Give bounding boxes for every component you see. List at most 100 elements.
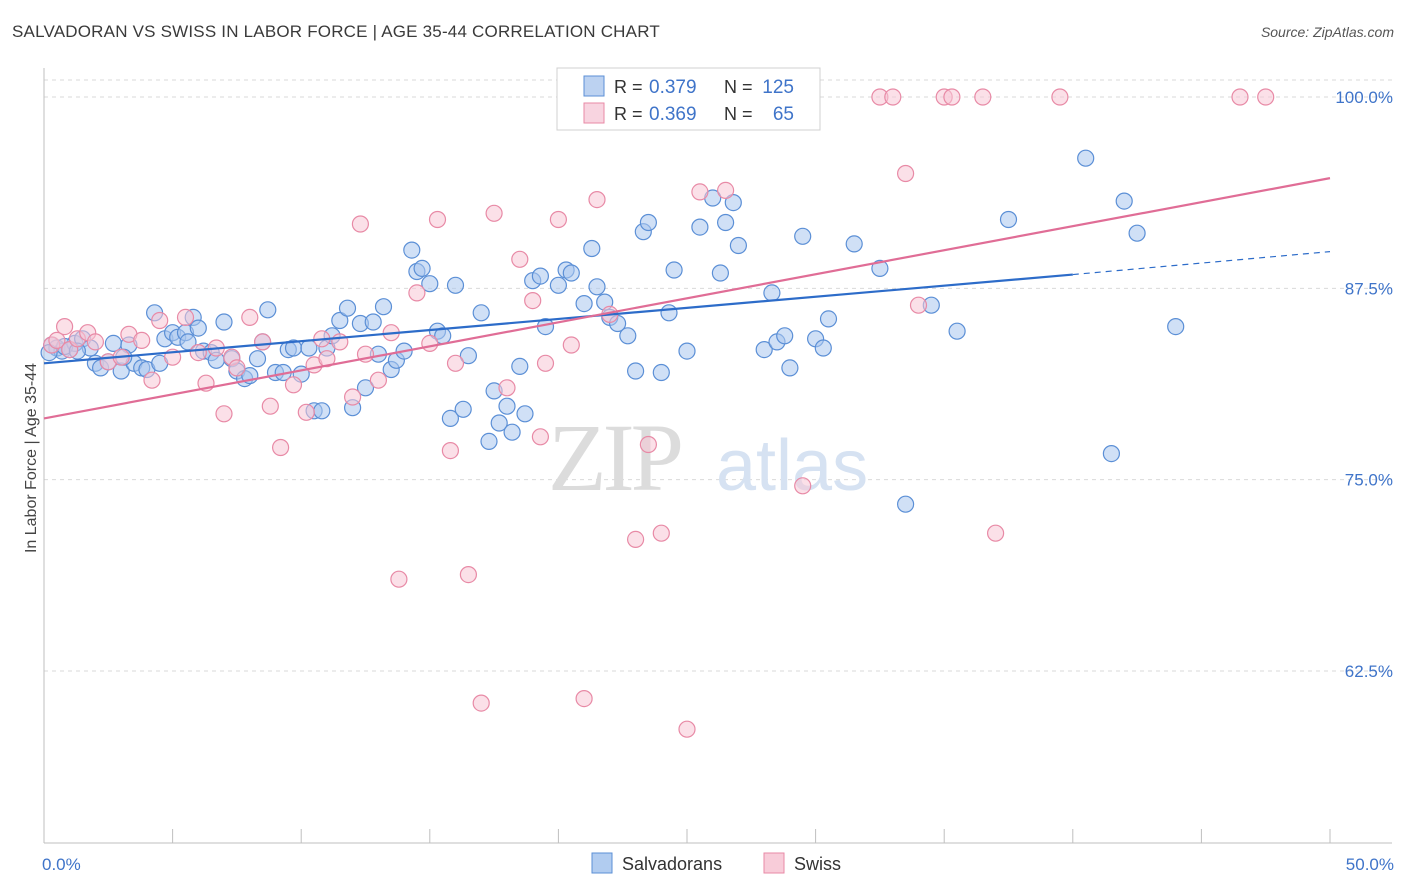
- series-legend-label-0: Salvadorans: [622, 854, 722, 874]
- point-1-20: [228, 359, 246, 377]
- point-1-58: [678, 720, 696, 738]
- point-1-60: [716, 181, 735, 199]
- point-2-5: [1051, 88, 1069, 106]
- point-0-32: [248, 350, 267, 368]
- point-1-55: [626, 530, 645, 549]
- point-0-70: [498, 397, 516, 415]
- point-0-62: [441, 409, 459, 427]
- point-0-108: [819, 310, 838, 328]
- point-0-104: [781, 359, 799, 377]
- point-0-27: [215, 313, 233, 331]
- point-1-51: [562, 336, 580, 354]
- point-2-6: [1231, 88, 1249, 106]
- point-1-34: [369, 371, 387, 389]
- legend-n-label-1: N =: [724, 104, 753, 124]
- point-2-4: [974, 88, 992, 106]
- point-2-7: [1257, 88, 1275, 106]
- point-1-46: [511, 250, 529, 268]
- point-0-79: [562, 264, 580, 282]
- point-1-57: [652, 524, 670, 542]
- legend-n-value-1: 65: [773, 104, 794, 125]
- point-0-100: [755, 341, 773, 359]
- point-0-91: [660, 304, 678, 322]
- axes: [43, 68, 1392, 844]
- point-1-15: [189, 344, 207, 362]
- point-0-119: [1167, 318, 1185, 336]
- watermark-atlas: atlas: [716, 426, 868, 506]
- point-0-113: [948, 322, 966, 340]
- point-1-11: [143, 371, 161, 389]
- point-1-29: [318, 350, 336, 368]
- point-0-34: [259, 301, 277, 319]
- point-1-62: [896, 164, 915, 183]
- y-tick-labels: 62.5% 75.0% 87.5% 100.0%: [1335, 88, 1393, 681]
- point-1-44: [485, 204, 503, 222]
- trend-lines: [43, 177, 1331, 420]
- point-1-31: [344, 388, 362, 406]
- point-0-101: [763, 284, 781, 302]
- point-1-41: [446, 354, 465, 372]
- y-tick-label-3: 100.0%: [1335, 88, 1393, 107]
- point-0-118: [1128, 224, 1146, 242]
- point-1-53: [588, 191, 606, 209]
- point-0-72: [511, 357, 529, 375]
- legend-r-label-1: R =: [614, 104, 643, 124]
- point-0-86: [619, 327, 637, 345]
- point-1-64: [986, 524, 1005, 542]
- point-1-32: [351, 215, 369, 233]
- point-0-67: [480, 432, 498, 450]
- point-0-64: [454, 400, 472, 418]
- point-1-10: [133, 331, 151, 349]
- point-2-1: [884, 88, 902, 106]
- trend-extension-0: [1072, 250, 1331, 276]
- point-0-98: [724, 194, 742, 212]
- point-0-103: [776, 327, 794, 345]
- point-1-22: [254, 333, 272, 351]
- point-0-97: [716, 213, 735, 232]
- y-tick-label-1: 75.0%: [1345, 471, 1393, 490]
- point-1-49: [536, 354, 555, 372]
- point-0-93: [678, 342, 696, 360]
- point-0-96: [711, 264, 730, 282]
- point-1-63: [909, 296, 928, 314]
- point-0-115: [1077, 149, 1095, 167]
- point-0-111: [896, 495, 915, 513]
- point-1-42: [459, 565, 477, 584]
- watermark: ZIP atlas: [548, 404, 868, 511]
- point-0-52: [374, 298, 393, 316]
- point-1-38: [421, 334, 439, 352]
- series-legend-label-1: Swiss: [794, 854, 841, 874]
- legend-swatch-0: [583, 75, 605, 97]
- point-0-69: [490, 414, 508, 432]
- point-0-77: [549, 276, 568, 294]
- point-0-116: [1102, 445, 1121, 463]
- x-tick-label-max: 50.0%: [1346, 855, 1394, 874]
- point-0-75: [531, 267, 550, 285]
- point-0-59: [421, 275, 439, 293]
- series-legend: Salvadorans Swiss: [591, 852, 841, 874]
- point-0-109: [845, 235, 863, 253]
- point-1-47: [524, 292, 542, 310]
- point-1-26: [297, 403, 315, 421]
- point-1-12: [151, 311, 169, 330]
- y-axis-title: In Labor Force | Age 35-44: [23, 363, 40, 553]
- point-1-43: [472, 694, 490, 712]
- point-1-37: [408, 284, 426, 302]
- point-0-71: [503, 423, 521, 441]
- point-1-21: [241, 308, 259, 326]
- watermark-zip: ZIP: [548, 404, 681, 511]
- point-0-82: [588, 278, 606, 296]
- point-0-63: [446, 276, 465, 294]
- legend-swatch-1: [583, 102, 605, 124]
- point-0-107: [814, 339, 832, 357]
- point-1-52: [575, 689, 593, 708]
- point-1-36: [390, 570, 408, 588]
- point-1-2: [55, 318, 74, 336]
- point-1-50: [549, 210, 568, 229]
- point-0-105: [794, 227, 812, 245]
- point-0-50: [364, 313, 382, 331]
- y-tick-label-0: 62.5%: [1345, 662, 1393, 681]
- data-points: [40, 88, 1275, 738]
- point-1-14: [176, 308, 195, 326]
